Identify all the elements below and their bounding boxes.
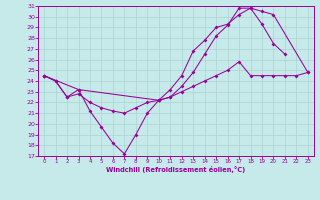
X-axis label: Windchill (Refroidissement éolien,°C): Windchill (Refroidissement éolien,°C) [106,166,246,173]
